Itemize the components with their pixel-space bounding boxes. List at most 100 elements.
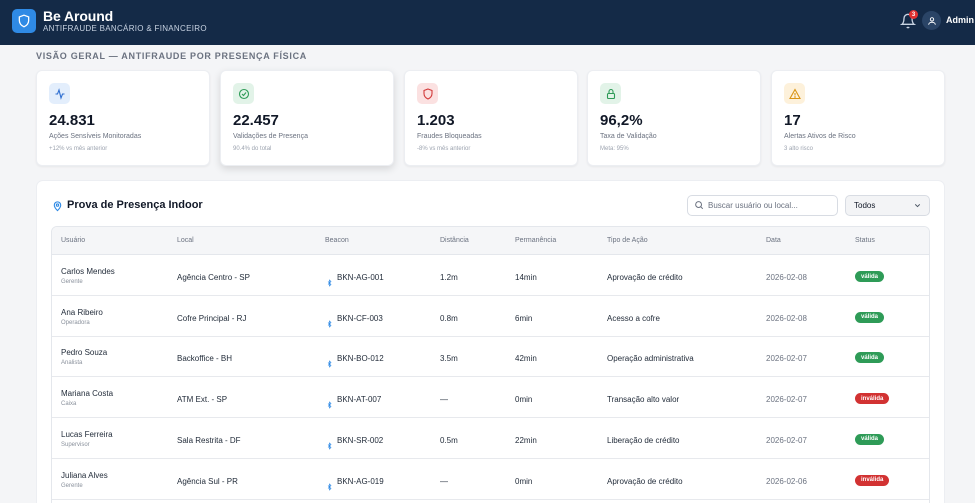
user-icon bbox=[927, 16, 936, 25]
status-badge: válida bbox=[855, 352, 885, 364]
status-badge: válida bbox=[855, 433, 885, 445]
table-row[interactable]: Carlos Mendes Gerente Agência Centro - SP B… bbox=[52, 255, 929, 296]
shield-icon bbox=[417, 83, 438, 104]
activity-icon bbox=[49, 83, 70, 104]
date-cell: 2026-02-08 bbox=[766, 313, 807, 323]
user-name[interactable]: Admin bbox=[946, 15, 974, 25]
date-cell: 2026-02-07 bbox=[766, 435, 807, 445]
lock-icon bbox=[600, 83, 621, 104]
stay-cell: 6min bbox=[515, 313, 533, 323]
user-role-cell: Gerente bbox=[61, 482, 83, 489]
location-cell: Cofre Principal - RJ bbox=[177, 313, 247, 323]
user-role-cell: Analista bbox=[61, 360, 83, 367]
kpi-value: 96,2% bbox=[600, 112, 643, 129]
column-header[interactable]: Usuário bbox=[61, 237, 86, 244]
kpi-sub: +12% vs mês anterior bbox=[49, 146, 108, 152]
kpi-value: 17 bbox=[784, 112, 801, 129]
user-name-cell: Pedro Souza bbox=[61, 348, 108, 358]
bluetooth-icon bbox=[326, 478, 333, 491]
warning-icon bbox=[784, 83, 805, 104]
user-name-cell: Carlos Mendes bbox=[61, 267, 115, 276]
column-header[interactable]: Permanência bbox=[515, 237, 557, 244]
kpi-card-blocked-frauds: 1.203 Fraudes Bloqueadas -8% vs mês ante… bbox=[404, 70, 578, 166]
chevron-down-icon bbox=[914, 204, 921, 208]
kpi-value: 1.203 bbox=[417, 112, 455, 129]
beacon-cell: BKN-AG-019 bbox=[337, 476, 384, 486]
kpi-label: Alertas Ativos de Risco bbox=[784, 133, 856, 140]
location-cell: Agência Centro - SP bbox=[177, 273, 250, 282]
bluetooth-icon bbox=[326, 396, 333, 409]
bell-icon[interactable] bbox=[900, 13, 916, 29]
stay-cell: 22min bbox=[515, 435, 537, 445]
kpi-card-risk-alerts: 17 Alertas Ativos de Risco 3 alto risco bbox=[771, 70, 945, 166]
table-row[interactable]: Pedro Souza Analista Backoffice - BH BKN-BO… bbox=[52, 336, 929, 378]
location-cell: Sala Restrita - DF bbox=[177, 435, 241, 445]
kpi-label: Fraudes Bloqueadas bbox=[417, 133, 482, 140]
column-header[interactable]: Local bbox=[177, 237, 194, 244]
location-cell: ATM Ext. - SP bbox=[177, 395, 228, 405]
beacon-cell: BKN-CF-003 bbox=[337, 313, 383, 323]
action-type-cell: Acesso a cofre bbox=[607, 313, 660, 323]
stay-cell: 42min bbox=[515, 354, 537, 364]
search-icon bbox=[695, 201, 704, 210]
kpi-label: Ações Sensíveis Monitoradas bbox=[49, 133, 142, 140]
column-header[interactable]: Status bbox=[855, 237, 875, 244]
status-badge: válida bbox=[855, 271, 885, 282]
table-header: Usuário Local Beacon Distância Permanênc… bbox=[52, 227, 929, 255]
action-type-cell: Operação administrativa bbox=[607, 354, 694, 364]
avatar[interactable] bbox=[922, 11, 941, 30]
kpi-label: Validações de Presença bbox=[233, 133, 308, 140]
user-name-cell: Mariana Costa bbox=[61, 389, 114, 399]
table-row[interactable]: Lucas Ferreira Supervisor Sala Restrita - … bbox=[52, 418, 929, 459]
stay-cell: 0min bbox=[515, 476, 533, 486]
search-input[interactable]: Buscar usuário ou local... bbox=[687, 195, 838, 216]
action-type-cell: Transação alto valor bbox=[607, 395, 680, 405]
distance-cell: — bbox=[440, 476, 448, 486]
column-header[interactable]: Distância bbox=[440, 237, 469, 244]
bluetooth-icon bbox=[326, 437, 333, 450]
top-bar: Be Around ANTIFRAUDE BANCÁRIO & FINANCEI… bbox=[0, 0, 975, 45]
date-cell: 2026-02-08 bbox=[766, 273, 807, 282]
user-role-cell: Gerente bbox=[61, 279, 83, 285]
bluetooth-icon bbox=[326, 355, 333, 369]
distance-cell: 3.5m bbox=[440, 354, 458, 364]
distance-cell: 1.2m bbox=[440, 273, 458, 282]
distance-cell: — bbox=[440, 395, 448, 405]
date-cell: 2026-02-07 bbox=[766, 395, 807, 405]
table-row[interactable]: Ana Ribeiro Operadora Cofre Principal - RJ… bbox=[52, 296, 929, 337]
user-role-cell: Supervisor bbox=[61, 441, 90, 448]
user-name-cell: Lucas Ferreira bbox=[61, 429, 113, 439]
location-cell: Backoffice - BH bbox=[177, 354, 232, 364]
bluetooth-icon bbox=[326, 315, 333, 328]
location-cell: Agência Sul - PR bbox=[177, 476, 238, 486]
kpi-sub: Meta: 95% bbox=[600, 146, 629, 152]
kpi-value: 24.831 bbox=[49, 112, 95, 129]
column-header[interactable]: Tipo de Ação bbox=[607, 237, 648, 244]
user-role-cell: Operadora bbox=[61, 319, 90, 326]
app-name: Be Around bbox=[43, 8, 114, 24]
kpi-label: Taxa de Validação bbox=[600, 133, 657, 140]
kpi-sub: 3 alto risco bbox=[784, 146, 814, 152]
status-filter-select[interactable]: Todos bbox=[845, 195, 930, 216]
kpi-value: 22.457 bbox=[233, 112, 279, 129]
status-badge: inválida bbox=[855, 393, 890, 405]
table-row[interactable]: Mariana Costa Caixa ATM Ext. - SP BKN-AT-00… bbox=[52, 377, 929, 419]
column-header[interactable]: Data bbox=[766, 237, 781, 244]
kpi-card-presence-validations: 22.457 Validações de Presença 90.4% do t… bbox=[220, 70, 394, 166]
kpi-card-validation-rate: 96,2% Taxa de Validação Meta: 95% bbox=[587, 70, 761, 166]
beacon-cell: BKN-BO-012 bbox=[337, 354, 384, 364]
column-header[interactable]: Beacon bbox=[325, 237, 349, 244]
distance-cell: 0.5m bbox=[440, 435, 458, 445]
user-name-cell: Juliana Alves bbox=[61, 470, 108, 480]
user-role-cell: Caixa bbox=[61, 401, 77, 408]
status-badge: válida bbox=[855, 311, 885, 323]
kpi-sub: 90.4% do total bbox=[233, 146, 272, 152]
beacon-cell: BKN-AG-001 bbox=[337, 273, 384, 282]
panel-title: Prova de Presença Indoor bbox=[67, 199, 203, 211]
check-circle-icon bbox=[233, 83, 254, 104]
date-cell: 2026-02-06 bbox=[766, 476, 807, 486]
logo-shield-icon[interactable] bbox=[12, 9, 36, 33]
table-row[interactable]: Juliana Alves Gerente Agência Sul - PR BKN-… bbox=[52, 459, 929, 500]
action-type-cell: Aprovação de crédito bbox=[607, 273, 683, 282]
date-cell: 2026-02-07 bbox=[766, 354, 807, 364]
